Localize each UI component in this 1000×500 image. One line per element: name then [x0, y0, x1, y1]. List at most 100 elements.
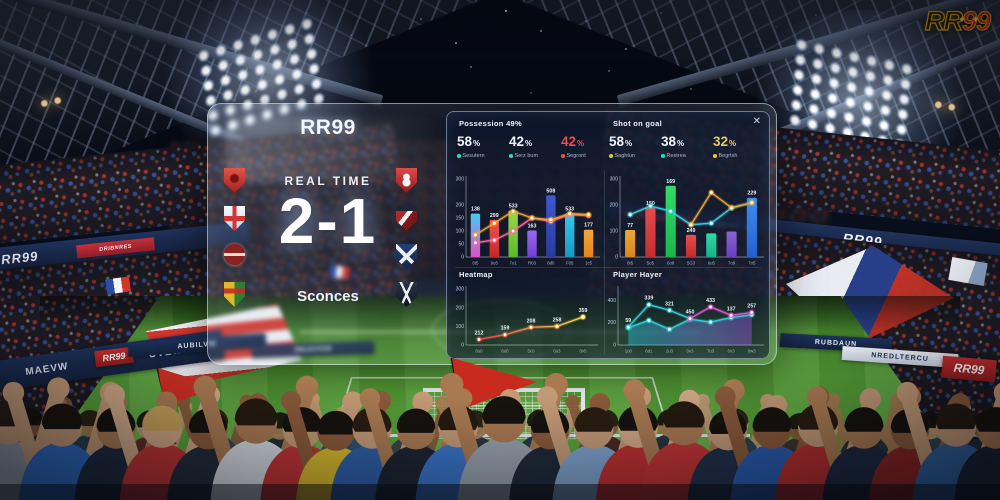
- scoreboard-logo: RR99: [300, 116, 356, 139]
- svg-text:433: 433: [706, 298, 715, 304]
- stat-label: Begrtsh: [713, 153, 761, 159]
- svg-text:8d0: 8d0: [547, 261, 555, 266]
- stat-label: Restrea: [661, 153, 709, 159]
- shot-stats: 58% Saghtun 38% Restrea 32% Begrtsh: [609, 134, 761, 159]
- heatmap-title: Heatmap: [459, 270, 493, 279]
- svg-text:100: 100: [456, 324, 465, 330]
- svg-text:300: 300: [610, 177, 619, 183]
- svg-text:7o9: 7o9: [728, 261, 736, 266]
- heatmap-chart: 300 200 100 0 8u0 6o0 5c0 0u3 0v5 212 159 208 258 359: [451, 280, 599, 354]
- chart-divider-horizontal: [455, 267, 761, 268]
- svg-text:200: 200: [610, 203, 619, 209]
- svg-text:359: 359: [579, 308, 588, 314]
- svg-text:138: 138: [471, 207, 480, 213]
- svg-text:508: 508: [546, 188, 555, 194]
- svg-text:150: 150: [456, 216, 465, 222]
- svg-text:169: 169: [666, 179, 675, 185]
- svg-text:0: 0: [615, 255, 618, 261]
- team-badge-round-maroon-crest: [224, 244, 245, 265]
- svg-text:F05: F05: [566, 261, 574, 266]
- svg-text:77: 77: [627, 223, 633, 229]
- stars: [0, 0, 2, 2]
- banner-text: RR99: [0, 247, 39, 267]
- svg-text:200: 200: [456, 203, 465, 209]
- svg-text:208: 208: [527, 318, 536, 324]
- svg-text:59: 59: [625, 318, 631, 324]
- corner-logo: RR99 ✦✦: [924, 5, 991, 37]
- svg-text:450: 450: [686, 310, 695, 316]
- stat-label: Saghtun: [609, 153, 657, 159]
- player-title: Player Hayer: [613, 270, 663, 279]
- svg-text:7o5: 7o5: [748, 261, 756, 266]
- legend-dot: [509, 154, 513, 158]
- svg-text:163: 163: [528, 223, 537, 229]
- svg-text:0: 0: [461, 255, 464, 261]
- legend-dot: [457, 154, 461, 158]
- svg-text:300: 300: [456, 177, 465, 183]
- stat-value: 42%: [509, 134, 533, 149]
- shot-on-goal-title: Shot on goal: [613, 119, 663, 128]
- stat-label: Segront: [561, 153, 609, 159]
- glass-scoreboard-panel: RR99 REAL TIME 2-1 Sconces Possession 49…: [207, 103, 777, 365]
- legend-dot: [609, 154, 613, 158]
- stat-value: 38%: [661, 134, 685, 149]
- legend-dot: [713, 154, 717, 158]
- stat-item: 38% Restrea: [661, 134, 709, 159]
- svg-text:249: 249: [687, 228, 696, 234]
- stat-item: 58% Saghtun: [609, 134, 657, 159]
- stat-value: 58%: [457, 134, 481, 149]
- svg-text:8t5: 8t5: [627, 261, 634, 266]
- svg-text:9o5: 9o5: [491, 261, 499, 266]
- svg-text:6t5: 6t5: [472, 261, 479, 266]
- svg-text:229: 229: [747, 191, 756, 197]
- svg-text:177: 177: [584, 223, 593, 229]
- stat-item: 42% Serz bum: [509, 134, 557, 159]
- svg-text:0: 0: [461, 343, 464, 349]
- team-badge-blue-sabers-crest: [396, 244, 417, 269]
- svg-text:212: 212: [475, 330, 484, 336]
- svg-text:5G3: 5G3: [687, 261, 696, 266]
- svg-text:200: 200: [456, 305, 465, 311]
- svg-text:257: 257: [747, 304, 756, 310]
- svg-text:100: 100: [456, 229, 465, 235]
- svg-text:258: 258: [553, 317, 562, 323]
- svg-text:0: 0: [613, 343, 616, 349]
- shots-chart: 30020010008t55o56o85G36u57o97o5771501692…: [605, 170, 765, 266]
- svg-text:321: 321: [665, 301, 674, 307]
- stat-label: Sesutern: [457, 153, 505, 159]
- stat-value: 42%: [561, 134, 585, 149]
- stat-item: 42% Segront: [561, 134, 609, 159]
- svg-text:7o1: 7o1: [510, 261, 518, 266]
- svg-text:R03: R03: [528, 261, 536, 266]
- possession-title: Possession 49%: [459, 119, 522, 128]
- svg-text:137: 137: [727, 306, 736, 312]
- svg-text:299: 299: [490, 213, 499, 219]
- stat-item: 32% Begrtsh: [713, 134, 761, 159]
- possession-stats: 58% Sesutern 42% Serz bum 42% Segront: [457, 134, 609, 159]
- stat-item: 58% Sesutern: [457, 134, 505, 159]
- corner-logo-rr: RR: [924, 5, 963, 36]
- svg-text:50: 50: [458, 242, 464, 248]
- player-chart: 400 200 0 1o0 6d1 2u3 0v3 Tu3 0x3 0w3 59 339 321 450 4…: [603, 280, 765, 354]
- stat-value: 32%: [713, 134, 737, 149]
- svg-text:159: 159: [501, 326, 510, 332]
- svg-text:6u5: 6u5: [708, 261, 716, 266]
- svg-text:339: 339: [644, 296, 653, 302]
- svg-text:5o5: 5o5: [647, 261, 655, 266]
- svg-text:100: 100: [610, 229, 619, 235]
- crowd-foreground: [0, 357, 1000, 500]
- stat-label: Serz bum: [509, 153, 557, 159]
- stats-charts-panel: Possession 49% Shot on goal ✕ 58% Sesute…: [446, 111, 770, 359]
- svg-text:1c5: 1c5: [585, 261, 593, 266]
- legend-dot: [561, 154, 565, 158]
- svg-text:400: 400: [608, 298, 617, 304]
- chart-divider-vertical: [604, 170, 605, 354]
- possession-chart: 300 200 150 100 50 0 6t5 9o5 7o1 R03 8d0 F05 1c5 138 2…: [451, 170, 601, 266]
- stat-value: 58%: [609, 134, 633, 149]
- svg-text:6o8: 6o8: [667, 261, 675, 266]
- legend-dot: [661, 154, 665, 158]
- close-button[interactable]: ✕: [752, 116, 761, 127]
- corner-logo-stars: ✦✦: [958, 15, 986, 24]
- svg-text:200: 200: [608, 320, 617, 326]
